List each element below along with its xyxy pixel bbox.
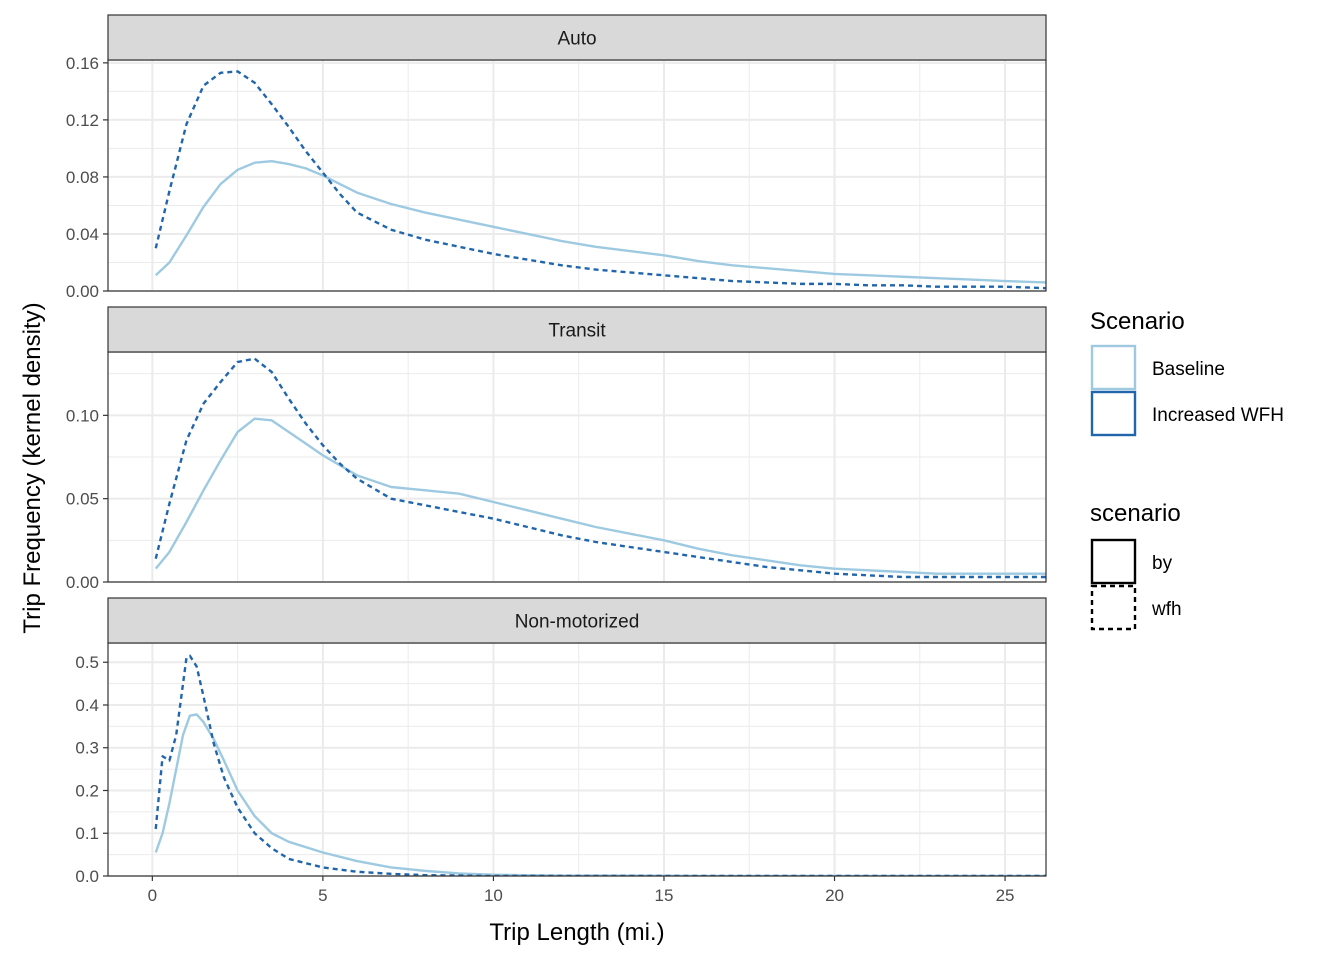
series-line-baseline	[154, 713, 1046, 876]
x-tick-label: 20	[825, 886, 844, 905]
y-tick-label: 0.04	[66, 225, 99, 244]
y-tick-label: 0.10	[66, 406, 99, 425]
facet-panel-auto: Auto 0.00 0.04 0.08 0.12 0.16	[66, 14, 1047, 301]
legend-key	[1090, 538, 1137, 585]
legend-label: wfh	[1151, 599, 1182, 620]
y-tick-label: 0.5	[75, 653, 99, 672]
panel-background	[108, 60, 1046, 291]
x-tick-label: 0	[148, 886, 157, 905]
y-tick-label: 0.08	[66, 168, 99, 187]
series-line-increased-wfh	[154, 70, 1046, 290]
y-tick-label: 0.05	[66, 490, 99, 509]
y-tick-label: 0.4	[75, 696, 99, 715]
legend-title: Scenario	[1090, 308, 1185, 335]
x-tick-label: 5	[318, 886, 327, 905]
y-tick-label: 0.12	[66, 111, 99, 130]
y-tick-label: 0.00	[66, 282, 99, 301]
x-tick-label: 15	[655, 886, 674, 905]
y-tick-label: 0.16	[66, 54, 99, 73]
legend-scenario: Scenario Baseline Increased WFH	[1090, 308, 1284, 437]
y-tick-label: 0.3	[75, 739, 99, 758]
facet-strip-label: Auto	[557, 29, 596, 50]
facet-strip	[107, 306, 1047, 353]
facet-strip-label: Transit	[548, 321, 606, 342]
series-line-increased-wfh	[154, 654, 1046, 876]
panel-background	[108, 352, 1046, 582]
legend-label: Baseline	[1152, 359, 1225, 380]
x-axis: 0 5 10 15 20 25	[148, 876, 1015, 905]
legend-scenario: scenario by wfh	[1090, 500, 1182, 631]
legend-title: scenario	[1090, 500, 1181, 527]
facet-strip	[107, 14, 1047, 61]
legend-key	[1090, 584, 1137, 631]
y-tick-label: 0.1	[75, 824, 99, 843]
x-tick-label: 25	[996, 886, 1015, 905]
x-axis-title: Trip Length (mi.)	[489, 919, 664, 946]
y-tick-label: 0.0	[75, 867, 99, 886]
facet-strip-label: Non-motorized	[515, 612, 640, 633]
legend-key	[1090, 344, 1137, 391]
legend-key	[1090, 390, 1137, 437]
y-tick-label: 0.2	[75, 781, 99, 800]
series-line-baseline	[154, 160, 1046, 284]
panel-background	[108, 643, 1046, 876]
legend-label: Increased WFH	[1152, 405, 1284, 426]
y-tick-label: 0.00	[66, 573, 99, 592]
facet-panels: Auto 0.00 0.04 0.08 0.12 0.16 Transit 0.00 0.05 0…	[66, 14, 1047, 886]
x-tick-label: 10	[484, 886, 503, 905]
facet-strip	[107, 597, 1047, 644]
series-line-baseline	[154, 417, 1046, 575]
y-axis-title: Trip Frequency (kernel density)	[19, 302, 46, 633]
legend: Scenario Baseline Increased WFH scenario by w…	[1090, 308, 1284, 631]
facet-panel-non-motorized: Non-motorized 0.0 0.1 0.2 0.3 0.4 0.5	[75, 597, 1047, 886]
legend-label: by	[1152, 553, 1173, 574]
facet-panel-transit: Transit 0.00 0.05 0.10	[66, 306, 1047, 592]
